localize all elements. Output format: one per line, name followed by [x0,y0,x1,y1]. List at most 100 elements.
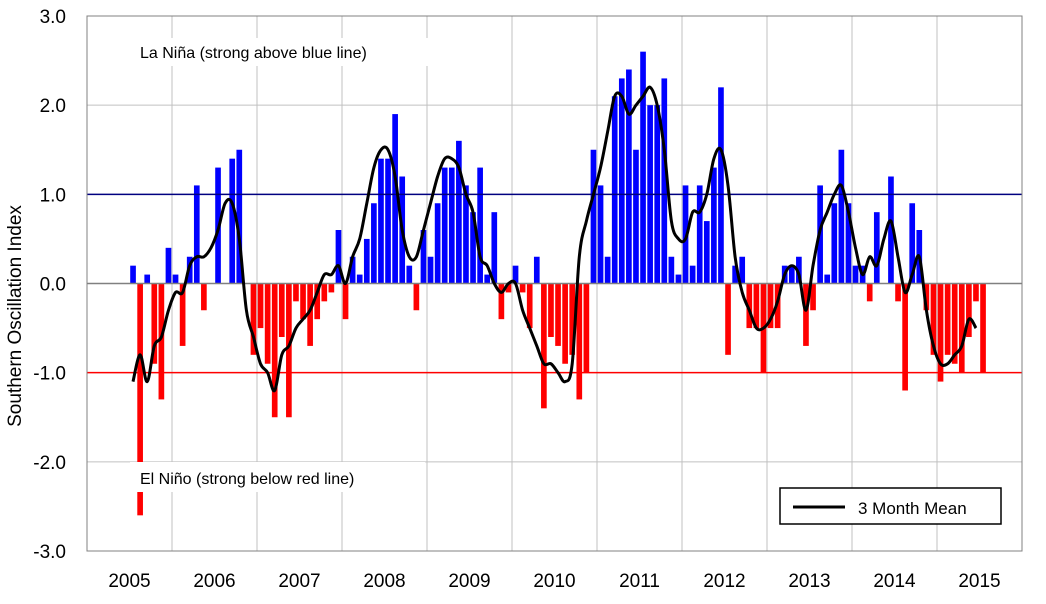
soi-bar-positive [477,167,483,284]
soi-bar-negative [569,283,576,355]
soi-bar-positive [335,230,342,284]
soi-bar-positive [852,265,859,284]
soi-bar-negative [753,283,760,329]
soi-bar-positive [689,265,696,284]
soi-bar-negative [307,283,313,346]
x-tick-label: 2008 [363,571,405,592]
soi-bar-positive [611,96,618,284]
soi-bar-negative [803,283,809,346]
soi-bar-negative [583,283,590,373]
soi-bar-positive [392,114,398,284]
soi-bar-negative [930,283,937,355]
soi-bar-positive [441,167,448,284]
soi-bar-positive [604,256,611,284]
soi-bar-negative [328,283,335,293]
x-tick-labels: 2005 2006 2007 2008 2009 2010 2011 2012 2013 2014… [108,571,1000,592]
soi-bar-positive [236,149,243,284]
soi-bar-positive [675,274,682,284]
soi-bar-negative [342,283,349,320]
soi-bar-positive [796,256,802,284]
soi-bar-negative [562,283,568,364]
soi-bar-negative [264,283,271,364]
soi-bar-positive [371,203,377,284]
soi-bar-positive [356,274,363,284]
soi-bar-negative [548,283,554,337]
soi-bar-negative [866,283,873,302]
soi-bar-positive [788,265,795,284]
soi-bar-positive [661,78,668,284]
y-axis-label: Southern Oscillation Index [5,205,26,427]
soi-bar-positive [165,247,172,284]
soi-bar-negative [137,283,143,516]
soi-bar-negative [966,283,972,337]
soi-bar-negative [902,283,908,391]
soi-bar-negative [980,283,986,373]
y-tick-label: -3.0 [33,542,66,563]
soi-bar-positive [909,203,916,284]
soi-bar-negative [576,283,583,400]
x-tick-label: 2007 [278,571,320,592]
soi-bar-positive [831,203,838,284]
x-tick-label: 2006 [193,571,235,592]
soi-bar-positive [590,149,597,284]
soi-bar-positive [463,185,469,284]
soi-bar-positive [172,274,179,284]
soi-bar-negative [413,283,420,311]
soi-bar-negative [278,283,285,337]
soi-bar-negative [767,283,774,329]
x-tick-label: 2011 [619,571,660,592]
y-tick-label: 2.0 [40,96,66,117]
soi-bar-negative [271,283,278,418]
threshold-lines [87,193,1022,374]
soi-bar-negative [810,283,816,311]
soi-bar-negative [725,283,731,355]
soi-bar-negative [519,283,526,293]
soi-bar-positive [427,256,434,284]
y-tick-labels: -3.0 -2.0 -1.0 0.0 1.0 2.0 3.0 [33,7,66,563]
soi-bar-positive [873,212,880,284]
y-tick-label: 3.0 [40,7,66,28]
soi-bar-positive [668,256,675,284]
soi-bar-positive [130,265,136,284]
soi-bar-negative [895,283,901,302]
soi-bar-negative [257,283,264,329]
soi-bar-negative [151,283,158,364]
soi-bar-positive [618,78,625,284]
soi-bar-positive [229,158,236,284]
soi-bar-negative [746,283,753,329]
soi-bar-positive [448,167,455,284]
soi-bar-positive [378,158,384,284]
soi-bar-positive [385,158,391,284]
y-tick-label: -2.0 [33,453,66,474]
soi-bar-positive [484,274,491,284]
soi-bar-negative [158,283,165,400]
soi-bar-positive [888,176,894,284]
la-nina-annotation-bg [130,38,430,66]
soi-bar-positive [626,69,632,284]
soi-bar-positive [512,265,519,284]
soi-bar-negative [973,283,979,302]
soi-bar-positive [838,149,845,284]
soi-bar-positive [732,265,738,284]
soi-bar-negative [314,283,321,320]
soi-bar-negative [555,283,561,346]
soi-bar-positive [739,256,746,284]
soi-bar-positive [718,87,724,284]
la-nina-annotation: La Niña (strong above blue line) [140,45,367,62]
x-tick-label: 2015 [958,571,1000,592]
soi-bar-positive [406,265,413,284]
y-tick-label: 1.0 [40,185,66,206]
plot-frame [86,15,1023,552]
soi-bar-negative [250,283,257,355]
soi-bar-negative [300,283,306,320]
soi-bar-negative [937,283,944,382]
x-tick-label: 2010 [533,571,575,592]
soi-bar-positive [363,238,370,284]
soi-bar-positive [824,274,831,284]
soi-bar-positive [470,212,476,284]
el-nino-annotation: El Niño (strong below red line) [140,471,354,488]
soi-bar-positive [144,274,151,284]
soi-bar-negative [541,283,547,409]
x-tick-label: 2014 [873,571,916,592]
